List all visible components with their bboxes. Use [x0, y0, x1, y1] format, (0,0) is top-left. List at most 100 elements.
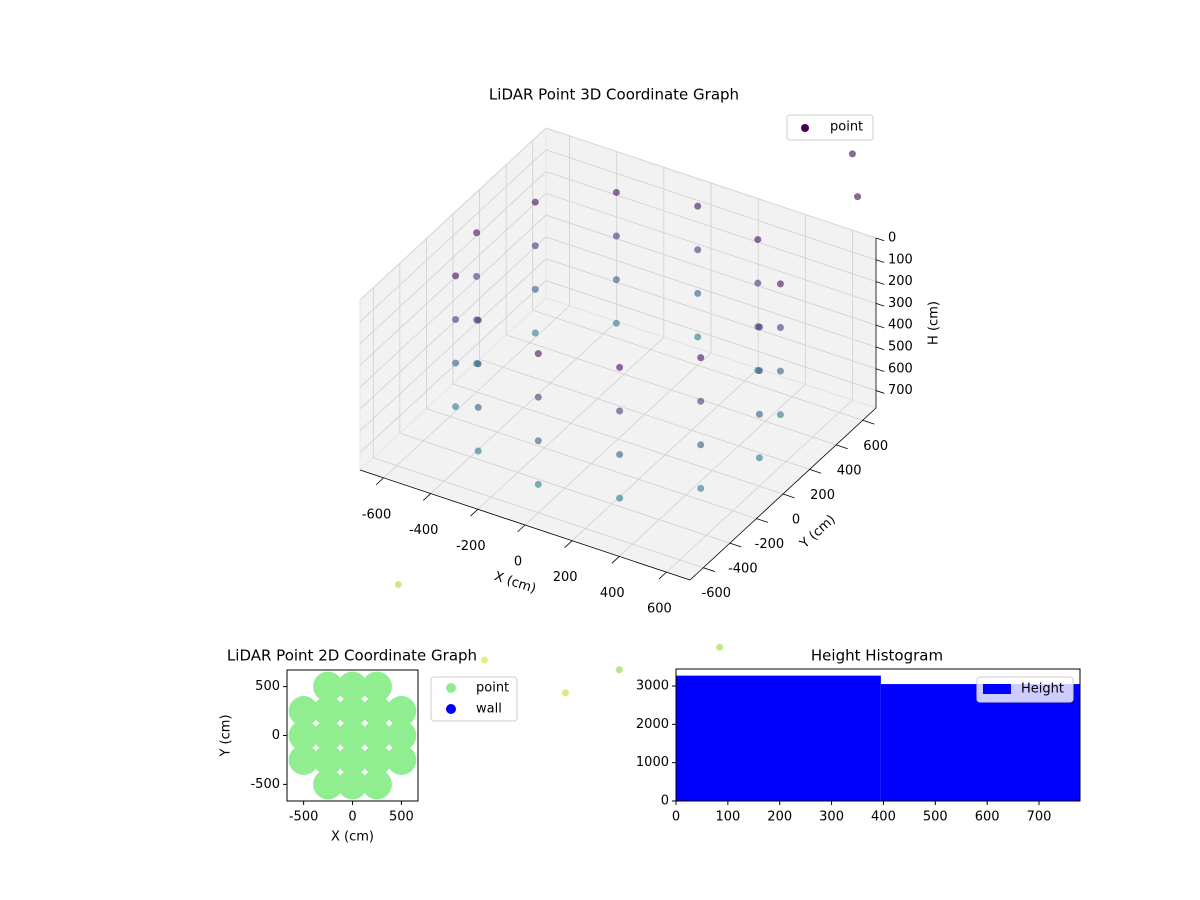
x-tick-label: 400	[600, 586, 625, 601]
data-point	[386, 696, 417, 727]
data-point	[754, 279, 762, 287]
data-point	[361, 671, 392, 702]
x-tick-label: 0	[348, 810, 356, 825]
data-point	[313, 696, 344, 727]
data-point	[473, 316, 481, 324]
tick-mark	[875, 237, 885, 242]
tick-mark	[375, 477, 384, 486]
grid-line	[373, 457, 704, 569]
z-tick-label: 600	[888, 361, 913, 376]
data-point	[697, 484, 705, 492]
data-point	[452, 359, 460, 367]
grid-line	[545, 127, 877, 239]
data-point	[313, 671, 344, 702]
axes-frame	[675, 668, 1081, 802]
data-point	[474, 447, 482, 455]
chart-title: Height Histogram	[811, 647, 943, 665]
legend-label: point	[476, 681, 509, 696]
data-point	[288, 696, 319, 727]
y-tick-label: 500	[255, 679, 280, 694]
data-point	[452, 272, 460, 280]
grid-line	[359, 171, 547, 344]
data-point	[534, 437, 542, 445]
data-point	[754, 323, 762, 331]
y-tick-label: 200	[810, 488, 835, 503]
data-point	[481, 656, 488, 664]
grid-line	[359, 127, 547, 301]
data-point	[473, 360, 481, 368]
grid-line	[359, 258, 547, 432]
data-point	[697, 397, 705, 405]
data-point	[531, 285, 539, 293]
legend-label: wall	[476, 702, 502, 717]
data-point	[776, 367, 784, 375]
data-point	[313, 744, 344, 775]
y-tick-label: 2000	[636, 717, 669, 732]
bar	[676, 675, 881, 801]
x-tick-label: 300	[819, 810, 844, 825]
data-point	[848, 150, 856, 158]
data-point	[288, 744, 319, 775]
x-axis-label: X (cm)	[331, 830, 374, 845]
legend-marker	[446, 683, 456, 693]
data-point	[616, 451, 624, 459]
x-tick-label: -200	[456, 539, 486, 554]
x-tick-label: 100	[715, 810, 740, 825]
data-point	[452, 315, 460, 323]
data-point	[534, 350, 542, 358]
data-point	[616, 407, 624, 415]
data-point	[716, 643, 724, 651]
grid-line	[359, 214, 547, 388]
data-point	[754, 366, 762, 374]
y-tick-label: 0	[792, 513, 800, 528]
y-tick-label: 0	[272, 728, 280, 743]
tick-mark	[875, 324, 885, 329]
data-point	[612, 188, 620, 196]
x-tick-label: 0	[514, 555, 522, 570]
data-point	[531, 198, 539, 206]
grid-line	[532, 309, 863, 421]
tick-mark	[836, 444, 848, 450]
legend-box	[786, 114, 874, 141]
data-point	[854, 193, 862, 201]
z-tick-label: 0	[888, 231, 896, 246]
data-point	[534, 480, 542, 488]
legend-marker	[801, 124, 809, 132]
data-point	[313, 720, 344, 751]
data-point	[534, 393, 542, 401]
grid-line	[399, 432, 730, 544]
data-point	[776, 323, 784, 331]
data-point	[615, 666, 623, 674]
data-point	[361, 720, 392, 751]
grid-line	[545, 236, 877, 348]
data-point	[337, 720, 368, 751]
x-tick-label: -500	[289, 810, 319, 825]
data-point	[776, 280, 784, 288]
data-point	[361, 696, 392, 727]
grid-line	[359, 236, 547, 410]
grid-line	[452, 383, 784, 495]
z-tick-label: 700	[888, 383, 913, 398]
z-tick-label: 400	[888, 318, 913, 333]
z-tick-label: 200	[888, 274, 913, 289]
data-point	[754, 236, 762, 244]
tick-mark	[756, 518, 769, 523]
bar	[880, 684, 1080, 801]
data-point	[694, 289, 702, 297]
tick-mark	[875, 259, 885, 263]
chart-title: LiDAR Point 3D Coordinate Graph	[489, 86, 739, 104]
y-tick-label: -200	[755, 537, 785, 552]
x-tick-label: 400	[871, 810, 896, 825]
legend-label: point	[830, 120, 863, 135]
x-tick-label: -400	[409, 523, 439, 538]
legend-marker	[446, 704, 456, 714]
x-axis-line	[359, 469, 691, 581]
data-point	[474, 403, 482, 411]
y-tick-label: -400	[728, 562, 758, 577]
grid-line	[545, 171, 877, 282]
data-point	[337, 696, 368, 727]
data-point	[361, 744, 392, 775]
data-point	[562, 689, 569, 697]
tick-mark	[517, 524, 526, 533]
